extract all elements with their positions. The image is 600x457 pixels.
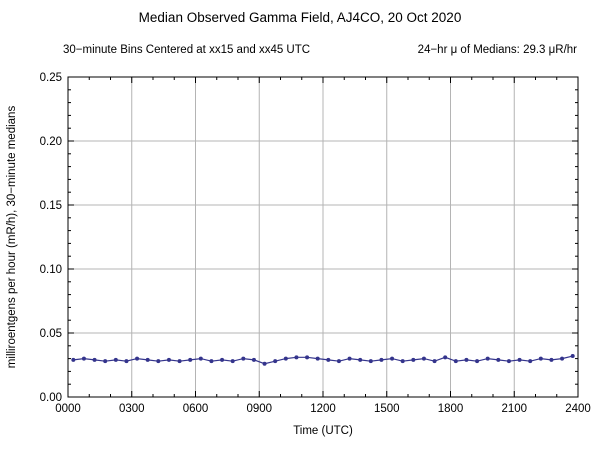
data-point-marker <box>432 359 437 364</box>
data-point-marker <box>230 359 235 364</box>
data-point-marker <box>71 357 76 362</box>
plot-frame <box>67 76 579 398</box>
data-point-marker <box>570 354 575 359</box>
data-point-marker <box>560 356 565 361</box>
data-point-marker <box>358 357 363 362</box>
x-tick-label: 2400 <box>565 403 591 415</box>
data-point-marker <box>347 356 352 361</box>
data-point-marker <box>421 356 426 361</box>
data-point-marker <box>145 357 150 362</box>
data-point-marker <box>124 359 129 364</box>
data-point-marker <box>400 359 405 364</box>
data-point-marker <box>262 361 267 366</box>
data-point-marker <box>156 359 161 364</box>
data-point-marker <box>336 359 341 364</box>
y-tick-label: 0.10 <box>40 264 62 276</box>
data-point-marker <box>315 356 320 361</box>
data-point-marker <box>549 357 554 362</box>
data-point-marker <box>517 357 522 362</box>
data-point-marker <box>368 359 373 364</box>
data-point-marker <box>198 356 203 361</box>
data-point-marker <box>113 357 118 362</box>
x-tick-label: 1200 <box>310 403 336 415</box>
x-tick-label: 1800 <box>438 403 464 415</box>
data-point-marker <box>209 359 214 364</box>
x-tick-label: 0600 <box>183 403 209 415</box>
x-tick-label: 0300 <box>119 403 145 415</box>
data-point-marker <box>506 359 511 364</box>
data-point-marker <box>166 357 171 362</box>
data-point-marker <box>283 356 288 361</box>
x-tick-label: 2100 <box>501 403 527 415</box>
subtitle-mean-text: 24−hr μ of Medians: 29.3 μR/hr <box>417 44 577 56</box>
data-point-marker <box>326 357 331 362</box>
y-tick-label: 0.25 <box>40 72 62 84</box>
chart-title: Median Observed Gamma Field, AJ4CO, 20 O… <box>138 10 462 25</box>
data-point-marker <box>273 359 278 364</box>
x-tick-label: 1500 <box>374 403 400 415</box>
data-point-marker <box>485 356 490 361</box>
data-point-marker <box>294 355 299 360</box>
data-point-marker <box>379 357 384 362</box>
data-point-marker <box>538 356 543 361</box>
x-tick-label: 0900 <box>246 403 272 415</box>
y-tick-label: 0.20 <box>40 136 62 148</box>
data-point-marker <box>188 357 193 362</box>
subtitle-bins-text: 30−minute Bins Centered at xx15 and xx45… <box>63 44 311 56</box>
data-point-marker <box>390 356 395 361</box>
y-tick-label: 0.15 <box>40 200 62 212</box>
data-point-marker <box>241 356 246 361</box>
data-point-marker <box>528 359 533 364</box>
data-point-marker <box>411 357 416 362</box>
data-point-marker <box>177 359 182 364</box>
data-point-marker <box>464 357 469 362</box>
data-point-marker <box>251 357 256 362</box>
data-point-marker <box>453 359 458 364</box>
data-point-marker <box>92 357 97 362</box>
x-tick-label: 0000 <box>55 403 81 415</box>
chart-subtitle: 30−minute Bins Centered at xx15 and xx45… <box>0 44 600 56</box>
data-point-marker <box>305 355 310 360</box>
data-point-marker <box>475 359 480 364</box>
y-tick-label: 0.05 <box>40 328 62 340</box>
data-point-marker <box>81 356 86 361</box>
y-tick-label: 0.00 <box>40 392 62 404</box>
x-axis-label: Time (UTC) <box>293 425 353 437</box>
data-point-marker <box>220 357 225 362</box>
y-axis-label: milliroentgens per hour (mR/h), 30−minut… <box>6 106 18 369</box>
data-point-marker <box>496 357 501 362</box>
data-point-marker <box>103 359 108 364</box>
data-point-marker <box>135 356 140 361</box>
data-point-marker <box>443 355 448 360</box>
